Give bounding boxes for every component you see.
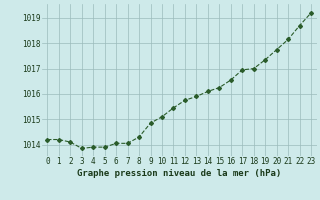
X-axis label: Graphe pression niveau de la mer (hPa): Graphe pression niveau de la mer (hPa) <box>77 169 281 178</box>
